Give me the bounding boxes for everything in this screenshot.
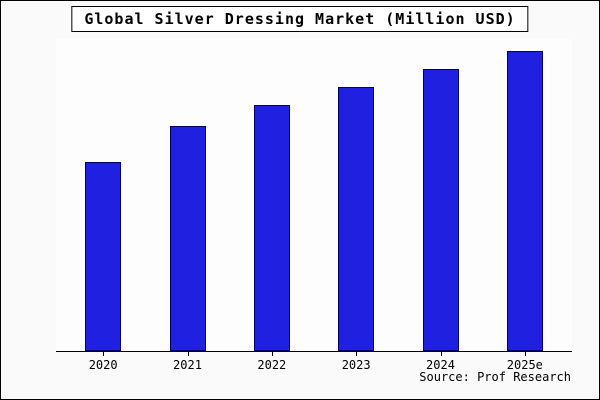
source-text: Source: Prof Research: [419, 370, 571, 384]
x-tick-label: 2020: [88, 358, 118, 372]
x-axis-tick: [524, 352, 526, 356]
x-axis-tick: [356, 352, 358, 356]
x-tick-label: 2023: [341, 358, 371, 372]
x-tick-label: 2025e: [506, 358, 543, 372]
x-axis-tick: [271, 352, 273, 356]
x-tick-label: 2024: [426, 358, 455, 372]
bar-2024: [422, 69, 459, 351]
x-tick-label: 2022: [257, 358, 287, 372]
chart-title: Global Silver Dressing Market (Million U…: [71, 6, 529, 32]
bar-2021: [169, 126, 206, 351]
x-tick-label: 2021: [173, 358, 202, 372]
x-axis-tick: [103, 352, 105, 356]
bar-2020: [85, 162, 122, 351]
plot-area: [56, 39, 572, 351]
x-axis-tick: [440, 352, 442, 356]
bar-2022: [253, 105, 290, 351]
x-axis-tick: [187, 352, 189, 356]
x-axis-line: [56, 351, 572, 352]
bar-2023: [338, 87, 375, 351]
bar-2025e: [506, 51, 543, 351]
